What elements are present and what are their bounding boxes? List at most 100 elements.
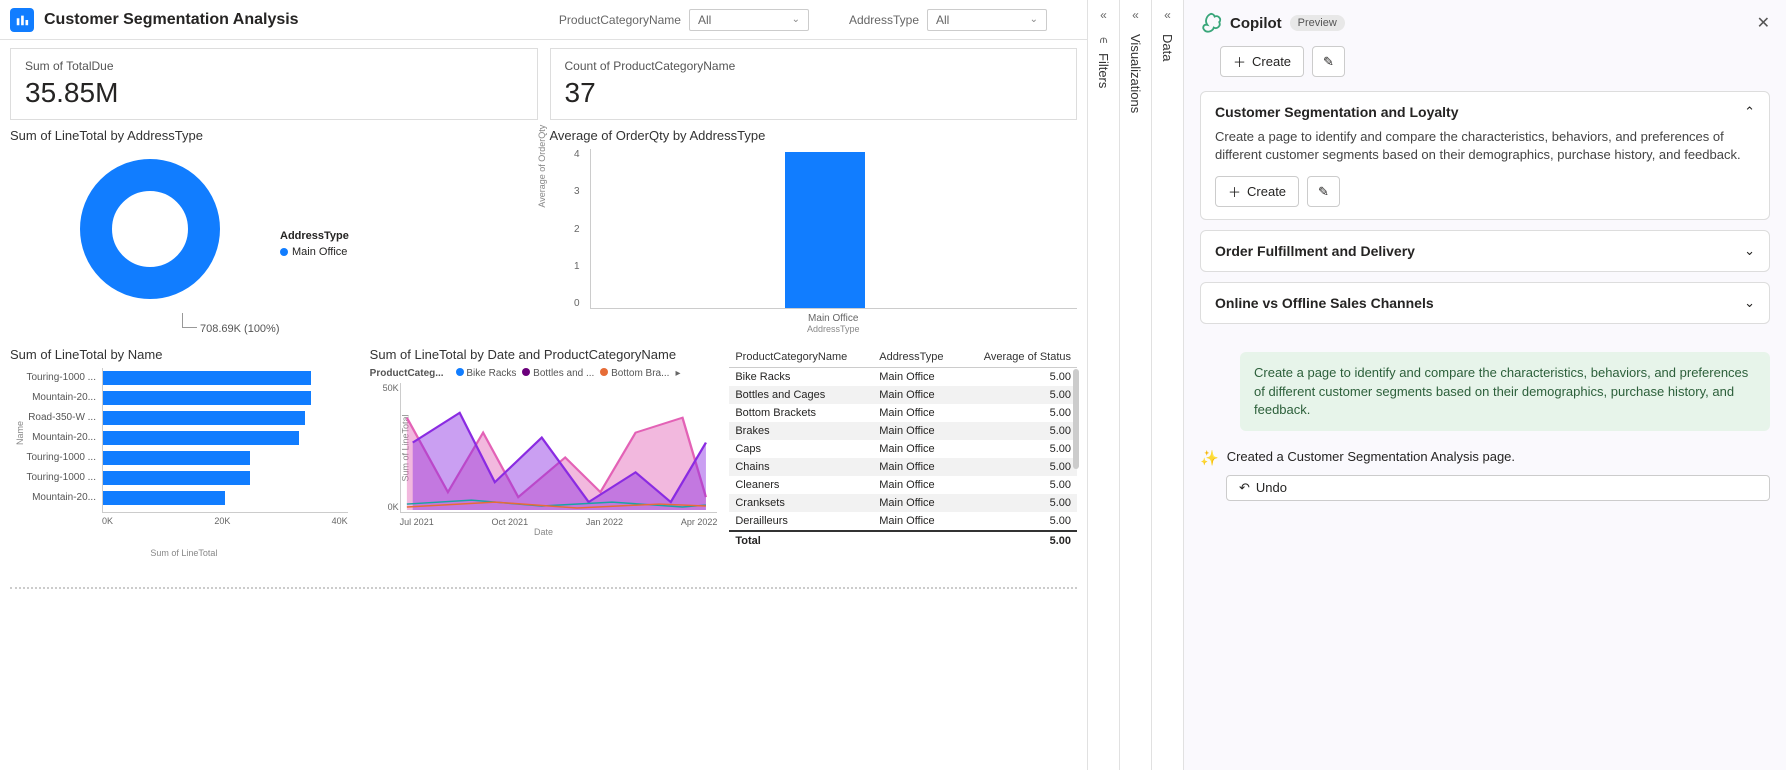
data-pane-collapsed[interactable]: « Data: [1151, 0, 1183, 770]
undo-button[interactable]: ↶ Undo: [1226, 475, 1770, 501]
chart-title: Sum of LineTotal by Date and ProductCate…: [370, 347, 718, 362]
legend-next-icon[interactable]: ▸: [675, 368, 680, 379]
copilot-pane: Copilot Preview ✕ ＋ Create ✎ Customer Se…: [1183, 0, 1786, 770]
slicer-label: ProductCategoryName: [559, 13, 681, 27]
copilot-title: Copilot: [1230, 15, 1282, 32]
card-count-category[interactable]: Count of ProductCategoryName 37: [550, 48, 1078, 120]
report-canvas: Sum of TotalDue 35.85M Count of ProductC…: [0, 40, 1087, 770]
y-axis-title: Average of OrderQty: [537, 125, 547, 208]
preview-badge: Preview: [1290, 15, 1345, 31]
table-row[interactable]: DerailleursMain Office5.00: [729, 512, 1077, 531]
card-sum-totaldue[interactable]: Sum of TotalDue 35.85M: [10, 48, 538, 120]
hbar-chart[interactable]: Sum of LineTotal by Name Name Touring-10…: [10, 347, 358, 557]
system-message: ✨ Created a Customer Segmentation Analys…: [1200, 449, 1770, 467]
table-row[interactable]: ChainsMain Office5.00: [729, 458, 1077, 476]
bar-plot: [590, 149, 1078, 309]
suggestion-title: Customer Segmentation and Loyalty: [1215, 104, 1458, 120]
slicer-value: All: [698, 13, 711, 27]
slicer-dropdown[interactable]: All ⌄: [689, 9, 809, 31]
x-axis-tick: Main Office: [590, 313, 1078, 324]
scrollbar[interactable]: [1073, 369, 1079, 469]
legend-label: Main Office: [292, 246, 347, 258]
suggestion-body: Create a page to identify and compare th…: [1215, 128, 1755, 164]
suggestion-card[interactable]: Order Fulfillment and Delivery⌄: [1200, 230, 1770, 272]
chevron-icon[interactable]: ⌃: [1744, 104, 1755, 120]
expand-pane-icon[interactable]: «: [1132, 8, 1139, 22]
button-label: Undo: [1256, 480, 1287, 496]
x-axis-title: AddressType: [590, 324, 1078, 334]
chevron-icon[interactable]: ⌄: [1744, 295, 1755, 311]
area-plot: 50K0K: [400, 383, 718, 513]
chart-title: Sum of LineTotal by AddressType: [10, 128, 538, 143]
page-boundary: [10, 587, 1077, 589]
plus-icon: ＋: [1233, 52, 1246, 71]
card-value: 35.85M: [25, 77, 523, 109]
chevron-icon[interactable]: ⌄: [1744, 243, 1755, 259]
suggestion-card[interactable]: Customer Segmentation and Loyalty ⌃ Create…: [1200, 91, 1770, 220]
pencil-icon: ✎: [1323, 54, 1334, 70]
filters-pane-collapsed[interactable]: « ⫙ Filters: [1087, 0, 1119, 770]
donut-legend: AddressType Main Office: [280, 230, 349, 258]
card-value: 37: [565, 77, 1063, 109]
table-row[interactable]: Bike RacksMain Office5.00: [729, 368, 1077, 387]
visualizations-pane-collapsed[interactable]: « Visualizations: [1119, 0, 1151, 770]
slicer-product-category: ProductCategoryName All ⌄: [559, 9, 809, 31]
bar-chart[interactable]: Average of OrderQty by AddressType Avera…: [550, 128, 1078, 339]
slicer-value: All: [936, 13, 949, 27]
close-icon[interactable]: ✕: [1757, 13, 1770, 33]
pane-label: Filters: [1096, 53, 1111, 88]
table-row[interactable]: Bottles and CagesMain Office5.00: [729, 386, 1077, 404]
table-row[interactable]: BrakesMain Office5.00: [729, 422, 1077, 440]
suggestion-card[interactable]: Online vs Offline Sales Channels ⌄: [1200, 282, 1770, 324]
report-canvas-area: Customer Segmentation Analysis ProductCa…: [0, 0, 1087, 770]
suggestion-title: Online vs Offline Sales Channels: [1215, 295, 1434, 311]
expand-pane-icon[interactable]: «: [1100, 8, 1107, 22]
edit-button[interactable]: ✎: [1307, 176, 1340, 207]
chart-title: Average of OrderQty by AddressType: [550, 128, 1078, 143]
copilot-actions-top: ＋ Create ✎: [1220, 46, 1770, 77]
x-axis-ticks: Jul 2021Oct 2021Jan 2022Apr 2022: [400, 513, 718, 527]
wand-icon: ✨: [1200, 449, 1219, 467]
y-axis-ticks: 43210: [560, 149, 580, 309]
system-message-text: Created a Customer Segmentation Analysis…: [1227, 449, 1515, 464]
user-message: Create a page to identify and compare th…: [1240, 352, 1770, 431]
expand-pane-icon[interactable]: «: [1164, 8, 1171, 22]
table-total-row: Total 5.00: [729, 531, 1077, 550]
donut-chart[interactable]: Sum of LineTotal by AddressType 708.69K …: [10, 128, 538, 339]
legend-title: ProductCateg...: [370, 368, 444, 379]
data-table[interactable]: ProductCategoryNameAddressTypeAverage of…: [729, 347, 1077, 557]
report-icon: [10, 8, 34, 32]
create-button[interactable]: ＋ Create: [1220, 46, 1304, 77]
card-label: Count of ProductCategoryName: [565, 59, 1063, 73]
area-chart[interactable]: Sum of LineTotal by Date and ProductCate…: [370, 347, 718, 557]
plus-icon: ＋: [1228, 182, 1241, 201]
legend-title: AddressType: [280, 230, 349, 242]
report-header: Customer Segmentation Analysis ProductCa…: [0, 0, 1087, 40]
total-label: Total: [729, 531, 873, 550]
slicer-label: AddressType: [849, 13, 919, 27]
legend-item[interactable]: Bottles and ...: [522, 368, 594, 379]
pane-label: Visualizations: [1128, 34, 1143, 113]
x-axis-title: Date: [370, 527, 718, 537]
table-row[interactable]: CleanersMain Office5.00: [729, 476, 1077, 494]
slicer-address-type: AddressType All ⌄: [849, 9, 1047, 31]
create-button[interactable]: ＋Create: [1215, 176, 1299, 207]
slicer-dropdown[interactable]: All ⌄: [927, 9, 1047, 31]
legend-dot-icon: [280, 248, 288, 256]
legend-item[interactable]: Main Office: [280, 246, 349, 258]
hbar-plot: [102, 368, 348, 513]
pane-label: Data: [1160, 34, 1175, 61]
chart-title: Sum of LineTotal by Name: [10, 347, 358, 362]
legend-item[interactable]: Bike Racks: [456, 368, 517, 379]
chevron-down-icon: ⌄: [1030, 14, 1038, 25]
legend-item[interactable]: Bottom Bra...: [600, 368, 669, 379]
filter-icon: ⫙: [1100, 34, 1108, 47]
hbar-categories: Touring-1000 ...Mountain-20...Road-350-W…: [10, 368, 100, 508]
card-label: Sum of TotalDue: [25, 59, 523, 73]
table-row[interactable]: CranksetsMain Office5.00: [729, 494, 1077, 512]
x-axis-title: Sum of LineTotal: [10, 548, 358, 558]
table-row[interactable]: CapsMain Office5.00: [729, 440, 1077, 458]
table-row[interactable]: Bottom BracketsMain Office5.00: [729, 404, 1077, 422]
edit-button[interactable]: ✎: [1312, 46, 1345, 77]
copilot-header: Copilot Preview ✕: [1200, 12, 1770, 34]
